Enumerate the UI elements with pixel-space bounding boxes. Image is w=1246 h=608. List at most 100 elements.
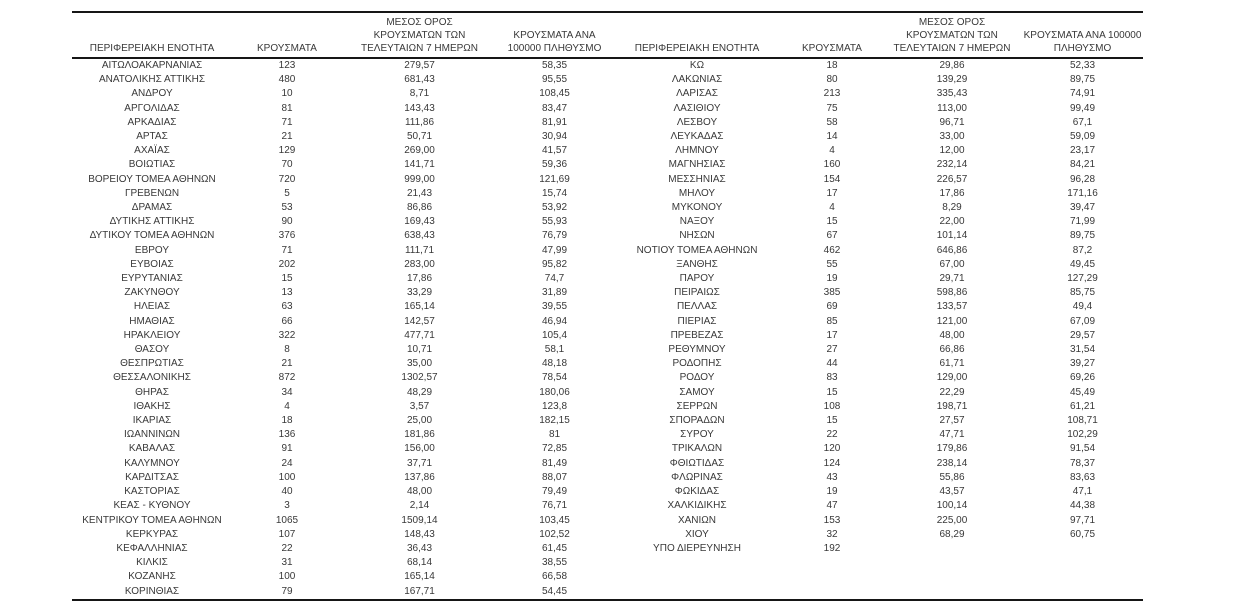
region-name-cell: ΣΑΜΟΥ (679, 386, 715, 398)
region-name-cell: ΣΥΡΟΥ (680, 429, 714, 441)
per-100k-cell: 39,47 (1069, 202, 1096, 214)
avg-7day-cell: 232,14 (936, 159, 968, 171)
region-name-cell: ΚΑΡΔΙΤΣΑΣ (125, 471, 179, 483)
per-100k-cell (1022, 556, 1143, 570)
table-row: ΗΡΑΚΛΕΙΟΥ 322 477,71 105,4 ΠΡΕΒΕΖΑΣ 17 48,00 29… (72, 329, 1143, 343)
table-row: ΚΕΝΤΡΙΚΟΥ ΤΟΜΕΑ ΑΘΗΝΩΝ 1065 1509,14 103,45 Χ… (72, 514, 1143, 528)
avg-7day-cell: 598,86 (936, 287, 968, 299)
avg-7day-cell: 283,00 (404, 258, 435, 270)
avg-7day-cell: 139,29 (936, 74, 968, 86)
table-row: ΒΟΙΩΤΙΑΣ 70 141,71 59,36 ΜΑΓΝΗΣΙΑΣ 160 232,14 8… (72, 158, 1143, 172)
avg-7day-cell: 2,14 (409, 500, 430, 512)
per-100k-cell: 88,07 (541, 471, 568, 483)
region-name-cell: ΦΘΙΩΤΙΔΑΣ (669, 457, 725, 469)
cases-cell: 53 (281, 202, 293, 214)
cases-cell: 17 (826, 329, 838, 341)
col-header-label: ΚΡΟΥΣΜΑΤΑ ΑΝΑ 100000 ΠΛΗΘΥΣΜΟ (1023, 30, 1142, 54)
cases-cell: 75 (826, 102, 838, 114)
region-name-cell: ΚΟΡΙΝΘΙΑΣ (124, 585, 180, 597)
avg-7day-cell: 36,43 (406, 542, 433, 554)
per-100k-cell: 74,91 (1069, 88, 1096, 100)
region-name-cell: ΦΛΩΡΙΝΑΣ (671, 471, 723, 483)
per-100k-cell: 60,75 (1069, 528, 1096, 540)
region-name-cell: ΙΩΑΝΝΙΝΩΝ (123, 429, 181, 441)
region-name-cell: ΛΑΚΩΝΙΑΣ (671, 74, 723, 86)
per-100k-cell: 74,7 (544, 273, 565, 285)
cases-cell: 21 (281, 358, 293, 370)
avg-7day-cell: 50,71 (406, 131, 433, 143)
region-name-cell: ΥΠΟ ΔΙΕΡΕΥΝΗΣΗ (653, 542, 741, 554)
avg-7day-cell: 681,43 (404, 74, 435, 86)
region-name-cell: ΑΙΤΩΛΟΑΚΑΡΝΑΝΙΑΣ (101, 60, 203, 71)
region-name-cell: ΕΒΡΟΥ (134, 244, 170, 256)
region-name-cell: ΡΟΔΟΥ (679, 372, 715, 384)
table-row: ΘΕΣΣΑΛΟΝΙΚΗΣ 872 1302,57 78,54 ΡΟΔΟΥ 83 129,00… (72, 371, 1143, 385)
cases-cell: 44 (826, 358, 838, 370)
cases-cell: 100 (278, 471, 296, 483)
avg-7day-cell: 3,57 (409, 400, 430, 412)
cases-cell: 31 (281, 557, 293, 569)
region-name-cell: ΚΟΖΑΝΗΣ (128, 571, 176, 583)
per-100k-cell: 76,79 (541, 230, 568, 242)
avg-7day-cell: 17,86 (406, 273, 433, 285)
cases-cell: 213 (823, 88, 841, 100)
table-row: ΕΥΒΟΙΑΣ 202 283,00 95,82 ΞΑΝΘΗΣ 55 67,00 49,45 (72, 258, 1143, 272)
per-100k-cell: 29,57 (1069, 329, 1096, 341)
region-name-cell: ΚΕΑΣ - ΚΥΘΝΟΥ (113, 500, 191, 512)
per-100k-cell: 79,49 (541, 486, 568, 498)
region-name-cell: ΚΙΛΚΙΣ (136, 557, 168, 569)
cases-cell: 1065 (275, 514, 299, 526)
col-header-label: ΜΕΣΟΣ ΟΡΟΣ ΚΡΟΥΣΜΑΤΩΝ ΤΩΝ ΤΕΛΕΥΤΑΙΩΝ 7 Η… (893, 17, 1011, 54)
region-name-cell: ΗΡΑΚΛΕΙΟΥ (123, 329, 181, 341)
per-100k-cell: 58,1 (544, 344, 565, 356)
region-name-cell: ΒΟΡΕΙΟΥ ΤΟΜΕΑ ΑΘΗΝΩΝ (88, 173, 216, 185)
avg-7day-cell: 156,00 (404, 443, 435, 455)
cases-cell: 192 (823, 542, 841, 554)
per-100k-cell: 96,28 (1069, 173, 1096, 185)
avg-7day-cell: 68,29 (939, 528, 965, 540)
avg-7day-cell: 48,00 (406, 486, 433, 498)
per-100k-cell: 180,06 (539, 386, 570, 398)
avg-7day-cell: 29,71 (939, 273, 965, 285)
per-100k-cell: 103,45 (539, 514, 570, 526)
col-header-avg7-right: ΜΕΣΟΣ ΟΡΟΣ ΚΡΟΥΣΜΑΤΩΝ ΤΩΝ ΤΕΛΕΥΤΑΙΩΝ 7 Η… (882, 12, 1022, 59)
avg-7day-cell: 225,00 (936, 514, 968, 526)
avg-7day-cell: 33,29 (406, 287, 433, 299)
avg-7day-cell: 269,00 (404, 145, 435, 157)
per-100k-cell: 31,89 (541, 287, 568, 299)
cases-cell: 69 (826, 301, 838, 313)
region-name-cell: ΒΟΙΩΤΙΑΣ (128, 159, 176, 171)
table-row: ΚΑΣΤΟΡΙΑΣ 40 48,00 79,49 ΦΩΚΙΔΑΣ 19 43,57 47,1 (72, 485, 1143, 499)
avg-7day-cell: 167,71 (404, 585, 435, 597)
table-row: ΑΝΑΤΟΛΙΚΗΣ ΑΤΤΙΚΗΣ 480 681,43 95,55 ΛΑΚΩΝΙΑΣ… (72, 73, 1143, 87)
avg-7day-cell (882, 570, 1022, 584)
avg-7day-cell (882, 556, 1022, 570)
avg-7day-cell: 226,57 (936, 173, 968, 185)
cases-cell: 19 (826, 486, 838, 498)
per-100k-cell: 59,09 (1069, 131, 1096, 143)
table-row: ΓΡΕΒΕΝΩΝ 5 21,43 15,74 ΜΗΛΟΥ 17 17,86 171,16 (72, 187, 1143, 201)
per-100k-cell: 81,49 (541, 457, 568, 469)
avg-7day-cell: 113,00 (937, 102, 967, 114)
region-name-cell: ΤΡΙΚΑΛΩΝ (671, 443, 723, 455)
table-row: ΚΑΒΑΛΑΣ 91 156,00 72,85 ΤΡΙΚΑΛΩΝ 120 179,86 91,… (72, 442, 1143, 456)
per-100k-cell: 71,99 (1069, 216, 1096, 228)
per-100k-cell: 61,45 (541, 542, 568, 554)
avg-7day-cell (882, 585, 1022, 600)
cases-cell: 90 (281, 216, 293, 228)
per-100k-cell: 49,4 (1072, 301, 1093, 313)
region-name-cell: ΛΗΜΝΟΥ (675, 145, 719, 157)
region-name-cell: ΜΑΓΝΗΣΙΑΣ (668, 159, 726, 171)
regional-data-table: ΠΕΡΙΦΕΡΕΙΑΚΗ ΕΝΟΤΗΤΑ ΚΡΟΥΣΜΑΤΑ ΜΕΣΟΣ ΟΡΟ… (72, 11, 1143, 601)
avg-7day-cell: 143,43 (404, 102, 435, 114)
avg-7day-cell: 66,86 (939, 344, 965, 356)
per-100k-cell (1022, 585, 1143, 600)
per-100k-cell: 47,99 (541, 244, 568, 256)
cases-cell: 14 (826, 131, 838, 143)
avg-7day-cell: 111,86 (404, 116, 435, 128)
avg-7day-cell: 638,43 (404, 230, 435, 242)
avg-7day-cell: 238,14 (936, 457, 968, 469)
region-name-cell: ΘΗΡΑΣ (135, 386, 169, 398)
per-100k-cell: 99,49 (1069, 102, 1096, 114)
table-row: ΚΟΖΑΝΗΣ 100 165,14 66,58 (72, 570, 1143, 584)
